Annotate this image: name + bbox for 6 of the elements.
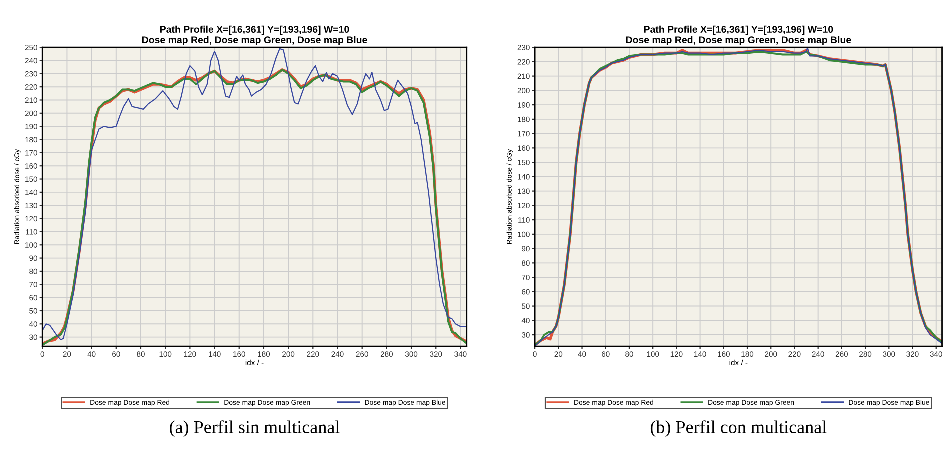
text: (b) Perfil con multicanal: [650, 420, 827, 438]
chart-subtitle: Dose map Red, Dose map Green, Dose map Blue: [626, 36, 852, 46]
chart-title: Path Profile X=[16,361] Y=[193,196] W=10: [644, 26, 834, 35]
chart-subtitle: Dose map Red, Dose map Green, Dose map Blue: [142, 36, 368, 46]
text: (a) Perfil sin multicanal: [170, 420, 340, 438]
chart-title: Path Profile X=[16,361] Y=[193,196] W=10: [160, 26, 350, 35]
